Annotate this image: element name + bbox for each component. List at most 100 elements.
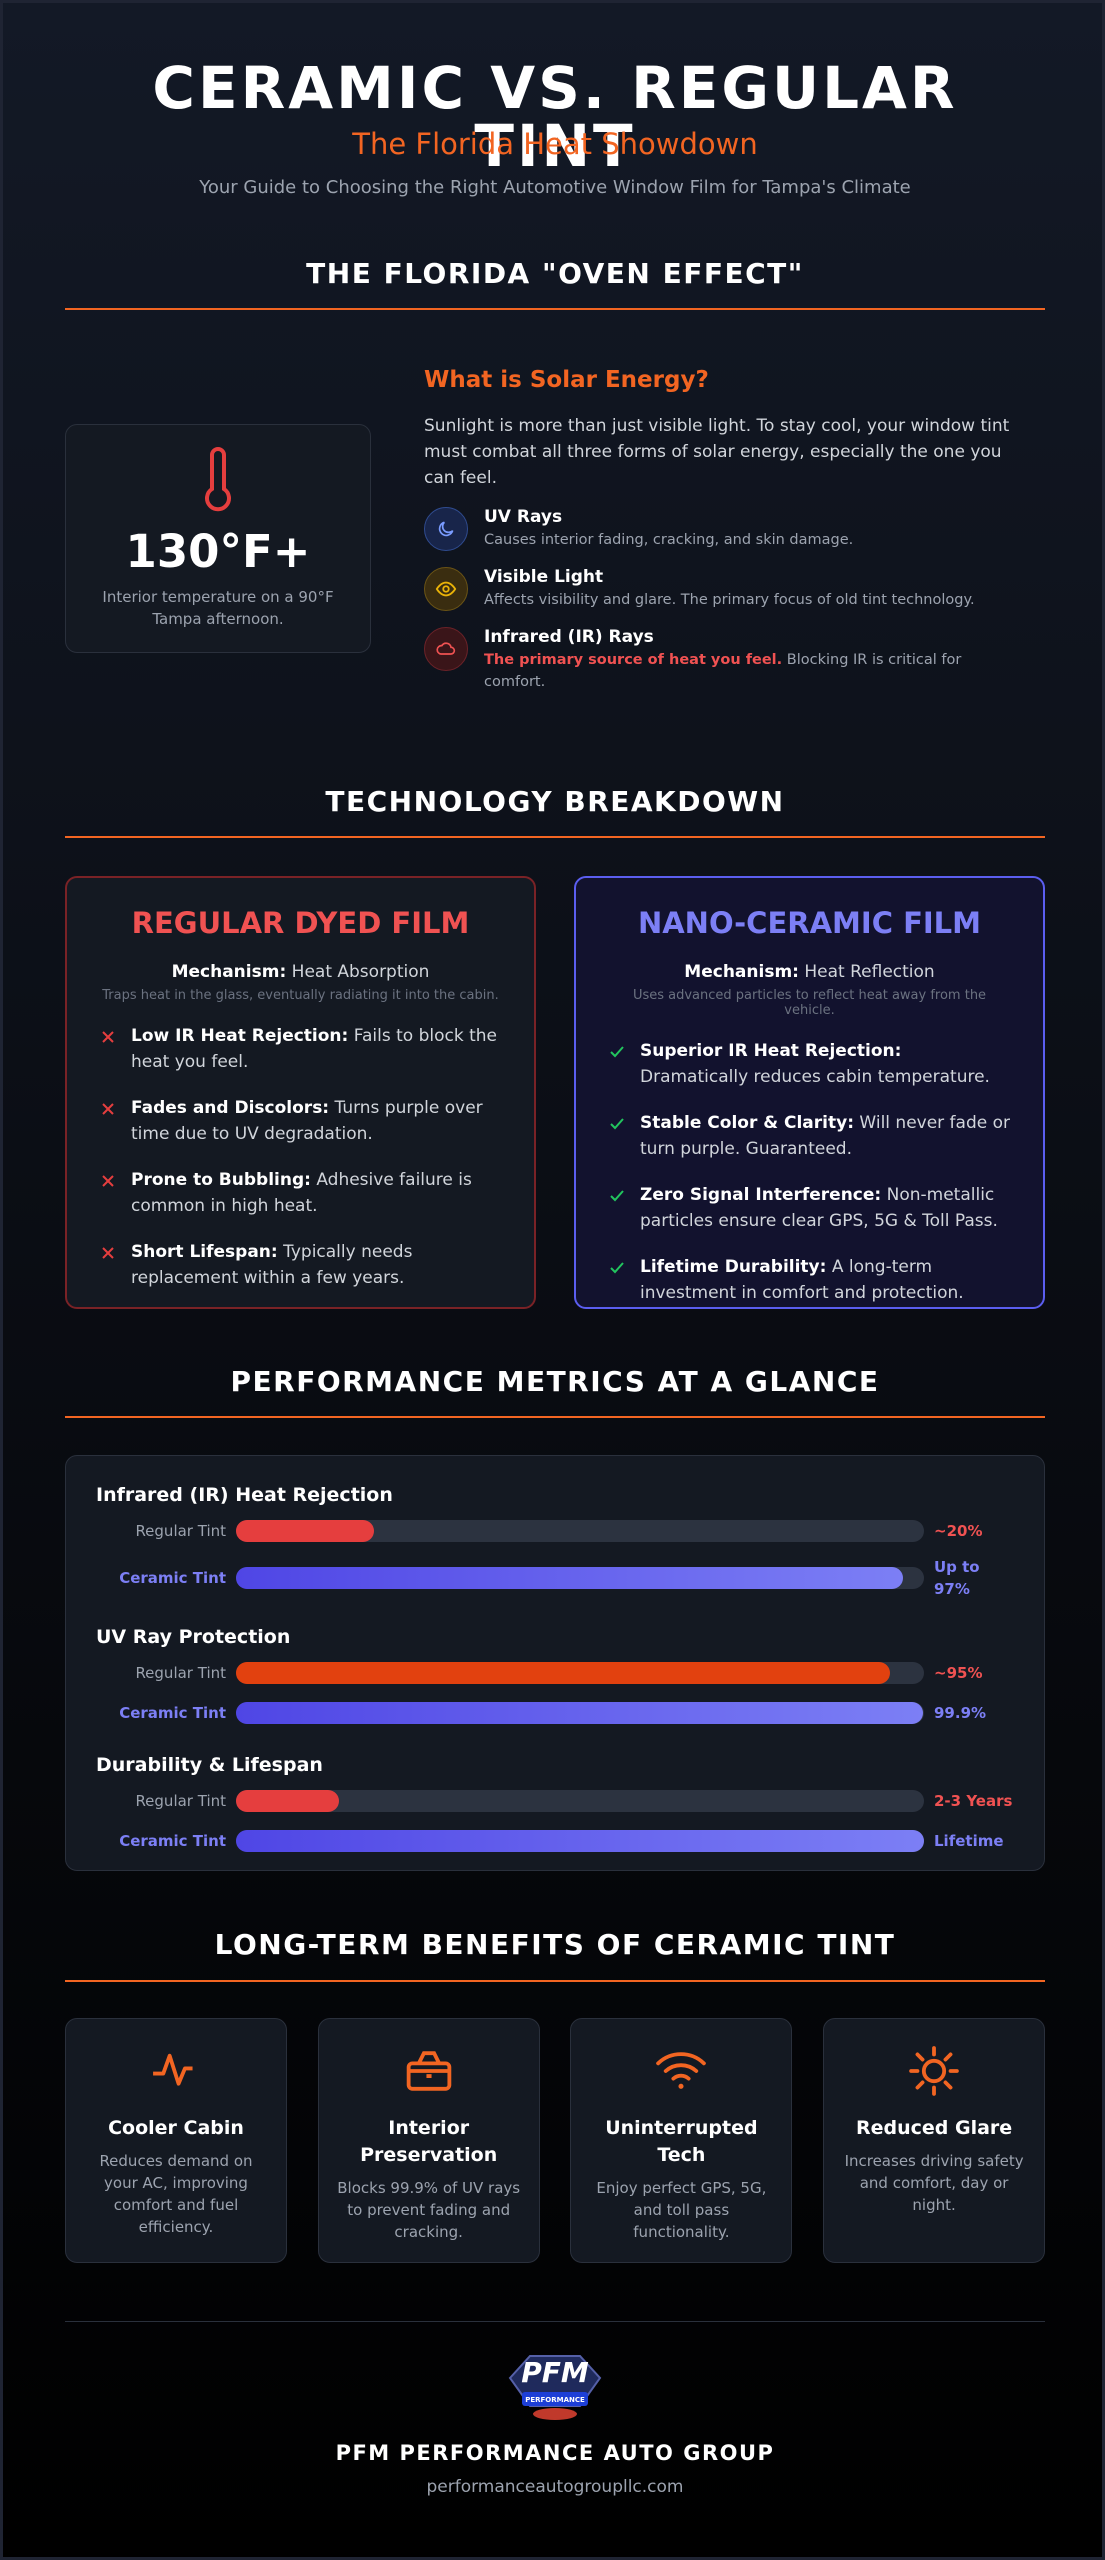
sec: TECHNOLOGY BREAKDOWN <box>325 785 785 818</box>
note: Uses advanced particles to reflect heat … <box>632 988 987 1018</box>
panel: Infrared (IR) Heat Rejection Regular Tint… <box>65 1455 1045 1871</box>
b: Superior IR Heat Rejection: <box>640 1041 902 1061</box>
cross-icon <box>102 1175 114 1187</box>
rule <box>65 1416 1045 1418</box>
p: Increases driving safety and comfort, da… <box>844 2152 1024 2214</box>
path <box>436 642 456 655</box>
c: Ceramic Tint Lifetime <box>96 1826 1014 1856</box>
div: UV Rays Causes interior fading, cracking,… <box>484 507 853 551</box>
circle <box>678 2083 684 2089</box>
path <box>656 2052 707 2081</box>
check-icon <box>610 1118 624 1130</box>
pt: Fades and Discolors: Turns purple over t… <box>99 1095 502 1147</box>
h4: Interior Preservation <box>360 2117 498 2166</box>
bar-track <box>236 1662 924 1684</box>
sec: LONG-TERM BENEFITS OF CERAMIC TINT <box>214 1928 896 1961</box>
mt: Infrared (IR) Heat Rejection <box>96 1484 393 1506</box>
path <box>205 447 231 512</box>
p: Blocks 99.9% of UV rays to prevent fadin… <box>337 2179 521 2241</box>
b: Low IR Heat Rejection: <box>131 1026 349 1046</box>
bar-track <box>236 1790 924 1812</box>
pt: Prone to Bubbling: Adhesive failure is c… <box>99 1167 502 1219</box>
h3: REGULAR DYED FILM <box>131 906 470 940</box>
benefit-card: Reduced Glare Increases driving safety an… <box>823 2018 1046 2263</box>
span: Fails to block the heat you feel. <box>131 1026 497 1072</box>
span: Dramatically reduces cabin temperature. <box>640 1067 990 1087</box>
subtitle: The Florida Heat Showdown <box>352 127 758 161</box>
div: Superior IR Heat Rejection: Dramatically… <box>640 1038 1011 1090</box>
b: Short Lifespan: <box>131 1242 278 1262</box>
p: Enjoy perfect GPS, 5G, and toll pass fun… <box>596 2179 767 2241</box>
h3: NANO-CERAMIC FILM <box>637 906 982 940</box>
path <box>909 2046 959 2096</box>
center: PFM PERFORMANCE AUTO GROUP <box>335 2441 775 2465</box>
span: Adhesive failure is common in high heat. <box>131 1170 472 1216</box>
h3: What is Solar Energy? <box>424 367 709 393</box>
span: A long-term investment in comfort and pr… <box>640 1257 964 1303</box>
path <box>610 1190 624 1202</box>
cross-icon <box>102 1031 114 1043</box>
path <box>102 1103 114 1115</box>
tech-card: NANO-CERAMIC FILM Mechanism: Heat Reflect… <box>574 876 1045 1309</box>
b: Lifetime Durability: <box>640 1257 827 1277</box>
abs <box>65 2321 1045 2322</box>
note: Traps heat in the glass, eventually radi… <box>102 988 499 1003</box>
ellipse <box>533 2408 577 2420</box>
mt: UV Ray Protection <box>96 1626 291 1648</box>
sec: THE FLORIDA "OVEN EFFECT" <box>306 257 804 290</box>
div: Low IR Heat Rejection: Fails to block th… <box>131 1023 502 1075</box>
rule <box>65 1980 1045 1982</box>
l: Ceramic Tint <box>119 1704 226 1722</box>
b: Fades and Discolors: <box>131 1098 330 1118</box>
mech: Mechanism: Heat Absorption <box>99 962 502 982</box>
vl: Lifetime <box>934 1832 1004 1850</box>
path <box>408 2051 450 2078</box>
center: performanceautogroupllc.com <box>426 2477 684 2497</box>
span: Typically needs replacement within a few… <box>131 1242 413 1288</box>
item: Visible Light Affects visibility and glar… <box>424 567 1024 611</box>
div: Infrared (IR) Rays The primary source of … <box>484 627 1024 693</box>
bar <box>236 1830 924 1852</box>
rect <box>522 2392 588 2406</box>
div: Visible Light Affects visibility and glar… <box>484 567 975 611</box>
sec: PERFORMANCE METRICS AT A GLANCE <box>230 1365 880 1398</box>
tech-card: REGULAR DYED FILM Mechanism: Heat Absorpt… <box>65 876 536 1309</box>
pt: Lifetime Durability: A long-term investm… <box>608 1254 1011 1306</box>
svg: PFM PERFORMANCE <box>508 2355 602 2420</box>
c: Ceramic Tint Up to 97% <box>96 1556 1014 1600</box>
title: CERAMIC VS. REGULAR TINT <box>152 54 958 180</box>
benefit-icon <box>153 2053 193 2086</box>
metric: UV Ray Protection Regular Tint ~95% Ceramic… <box>96 1626 1014 1728</box>
mech: Mechanism: Heat Reflection <box>608 962 1011 982</box>
text: PERFORMANCE <box>525 2396 585 2404</box>
bar-track <box>236 1702 924 1724</box>
l: Regular Tint <box>135 1522 226 1540</box>
row: Regular Tint ~95% <box>96 1658 1014 1688</box>
circle <box>442 585 450 593</box>
v: 130°F+ <box>125 525 311 578</box>
rect <box>406 2061 451 2091</box>
path <box>102 1175 114 1187</box>
bar-track <box>236 1520 924 1542</box>
l: Ceramic Tint <box>119 1832 226 1850</box>
item: Infrared (IR) Rays The primary source of … <box>424 627 1024 693</box>
vl: 99.9% <box>934 1704 987 1722</box>
span: Heat Reflection <box>804 962 935 982</box>
benefit-card: Cooler Cabin Reduces demand on your AC, i… <box>65 2018 287 2263</box>
path <box>610 1046 624 1058</box>
svg <box>438 521 454 537</box>
d: Affects visibility and glare. The primar… <box>484 592 975 608</box>
path <box>435 581 457 597</box>
svg <box>205 447 231 512</box>
rule <box>65 308 1045 310</box>
row: Regular Tint ~20% <box>96 1516 1014 1546</box>
text: PFM <box>521 2356 589 2389</box>
h4: Cooler Cabin <box>108 2117 244 2139</box>
path <box>102 1247 114 1259</box>
bar <box>236 1702 924 1724</box>
bar <box>236 1520 374 1542</box>
d: Causes interior fading, cracking, and sk… <box>484 532 854 548</box>
t: UV Rays <box>484 507 563 527</box>
h4: Uninterrupted Tech <box>605 2117 758 2166</box>
b: Prone to Bubbling: <box>131 1170 311 1190</box>
